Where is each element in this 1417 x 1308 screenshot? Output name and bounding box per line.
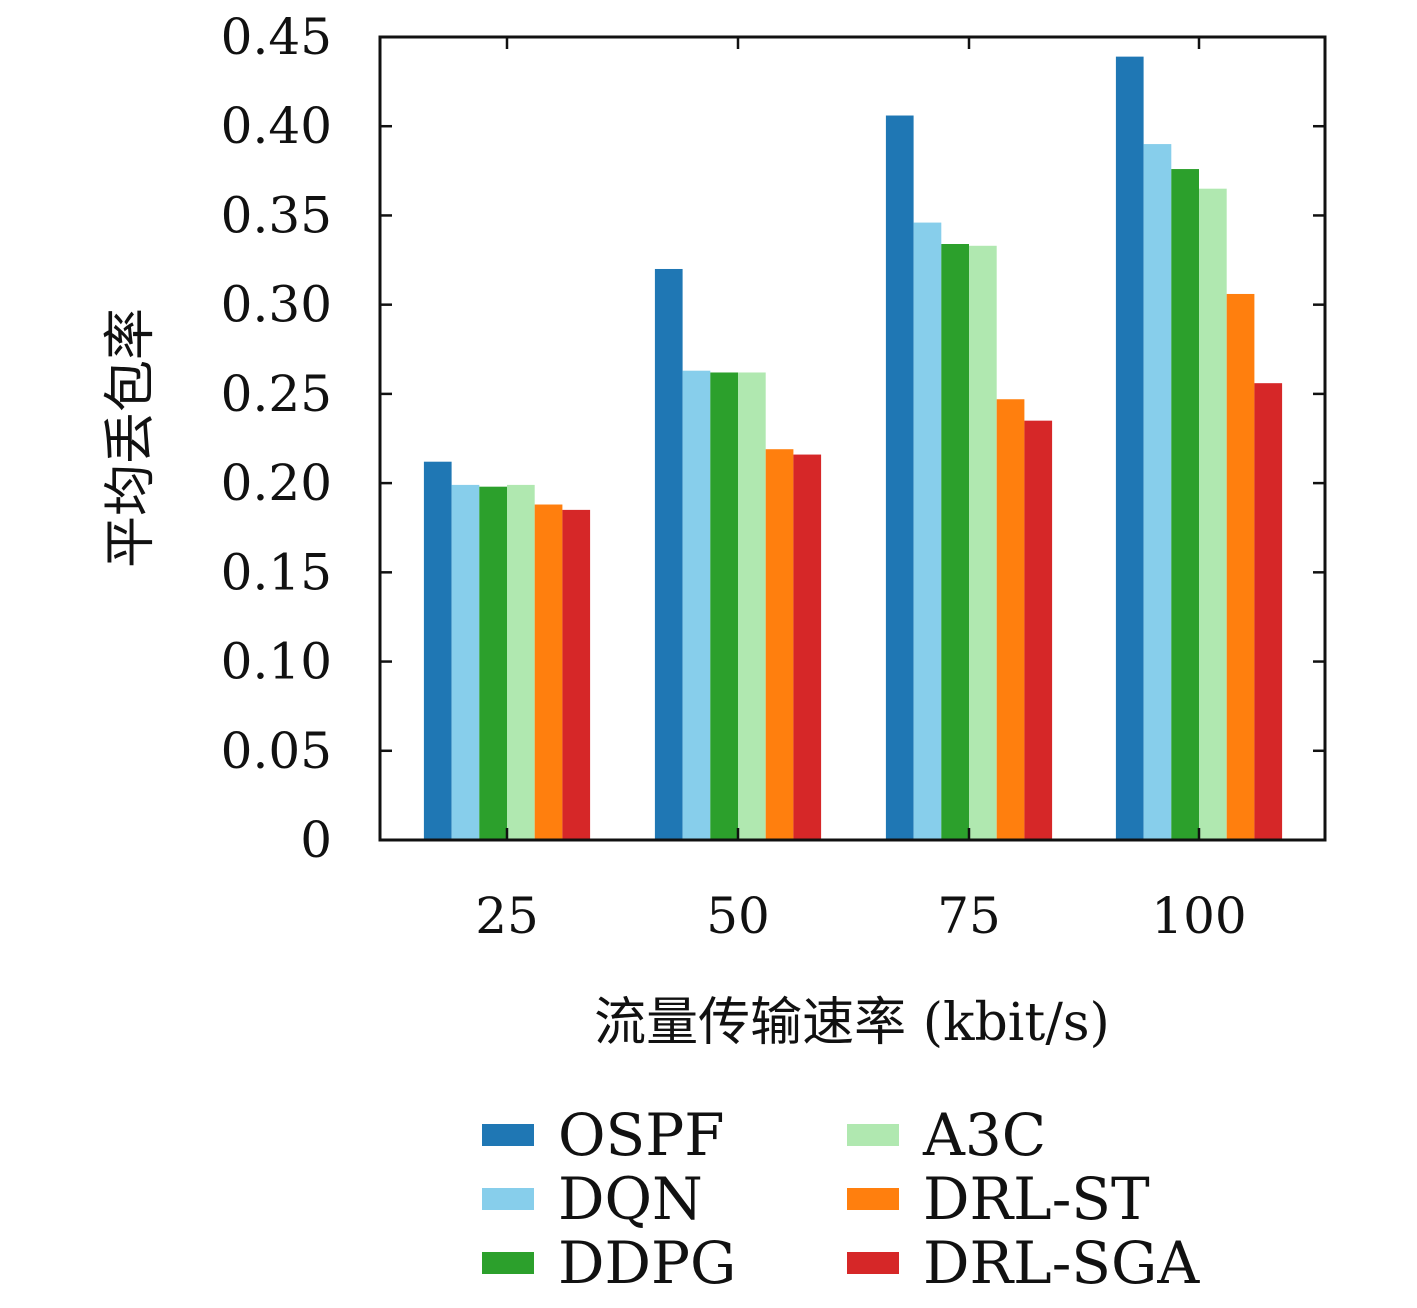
legend-swatch-ddpg: [482, 1252, 534, 1274]
bar-ddpg-75: [941, 244, 969, 840]
plot-frame: [378, 35, 1327, 842]
bar-drl-st-50: [765, 449, 794, 840]
x-tick-label-25: 25: [475, 887, 539, 945]
x-axis: 25 50 75 100: [475, 37, 1247, 945]
bar-dqn-100: [1143, 144, 1172, 840]
bar-dqn-75: [913, 222, 942, 840]
bar-a3c-100: [1199, 188, 1227, 840]
x-axis-title: 流量传输速率 (kbit/s): [594, 993, 1110, 1053]
x-tick-label-50: 50: [706, 887, 770, 945]
y-axis: 0 0.05 0.10 0.15 0.20 0.25 0.30 0.35 0.40 0.45: [221, 8, 1325, 869]
legend-label-drl-sga: DRL-SGA: [923, 1229, 1200, 1297]
bar-ospf-50: [654, 268, 683, 841]
y-axis-title: 平均丢包率: [101, 308, 161, 568]
bar-a3c-75: [969, 245, 997, 840]
bar-ddpg-50: [710, 372, 738, 840]
bar-drl-st-100: [1226, 293, 1255, 841]
bar-ospf-25: [423, 461, 452, 840]
legend-label-ddpg: DDPG: [558, 1229, 736, 1297]
legend-label-dqn: DQN: [558, 1165, 703, 1233]
legend-swatch-drl-sga: [847, 1252, 899, 1274]
legend-swatch-ospf: [482, 1124, 534, 1146]
bar-dqn-50: [682, 370, 711, 840]
legend-swatch-drl-st: [847, 1188, 899, 1210]
legend-label-drl-st: DRL-ST: [923, 1165, 1150, 1233]
bar-ddpg-25: [479, 486, 507, 840]
y-tick-label: 0.30: [221, 276, 332, 334]
y-tick-label: 0.35: [221, 186, 332, 244]
y-tick-label: 0.45: [221, 8, 332, 66]
bar-drl-st-25: [534, 504, 563, 840]
bar-ospf-75: [885, 115, 914, 840]
bar-drl-sga-50: [793, 454, 822, 840]
y-tick-label: 0.10: [221, 633, 332, 691]
bar-ddpg-100: [1171, 169, 1199, 841]
x-tick-label-75: 75: [937, 887, 1001, 945]
bar-a3c-50: [738, 372, 766, 840]
bar-dqn-25: [451, 484, 480, 840]
bar-drl-sga-25: [562, 509, 591, 840]
bar-drl-sga-100: [1254, 383, 1283, 840]
y-tick-label: 0.15: [221, 543, 332, 601]
legend-swatch-dqn: [482, 1188, 534, 1210]
bar-drl-sga-75: [1024, 420, 1053, 840]
x-tick-label-100: 100: [1151, 887, 1246, 945]
bar-drl-st-75: [996, 399, 1025, 840]
y-tick-label: 0.25: [221, 365, 332, 423]
y-tick-label: 0.05: [221, 722, 332, 780]
y-tick-label: 0.20: [221, 454, 332, 512]
y-tick-label: 0: [300, 811, 332, 869]
bars-group: [423, 56, 1283, 841]
bar-ospf-100: [1115, 56, 1144, 840]
legend-label-a3c: A3C: [922, 1101, 1046, 1169]
y-tick-label: 0.40: [221, 97, 332, 155]
bar-a3c-25: [507, 484, 535, 840]
legend-label-ospf: OSPF: [558, 1101, 725, 1169]
legend-swatch-a3c: [847, 1124, 899, 1146]
